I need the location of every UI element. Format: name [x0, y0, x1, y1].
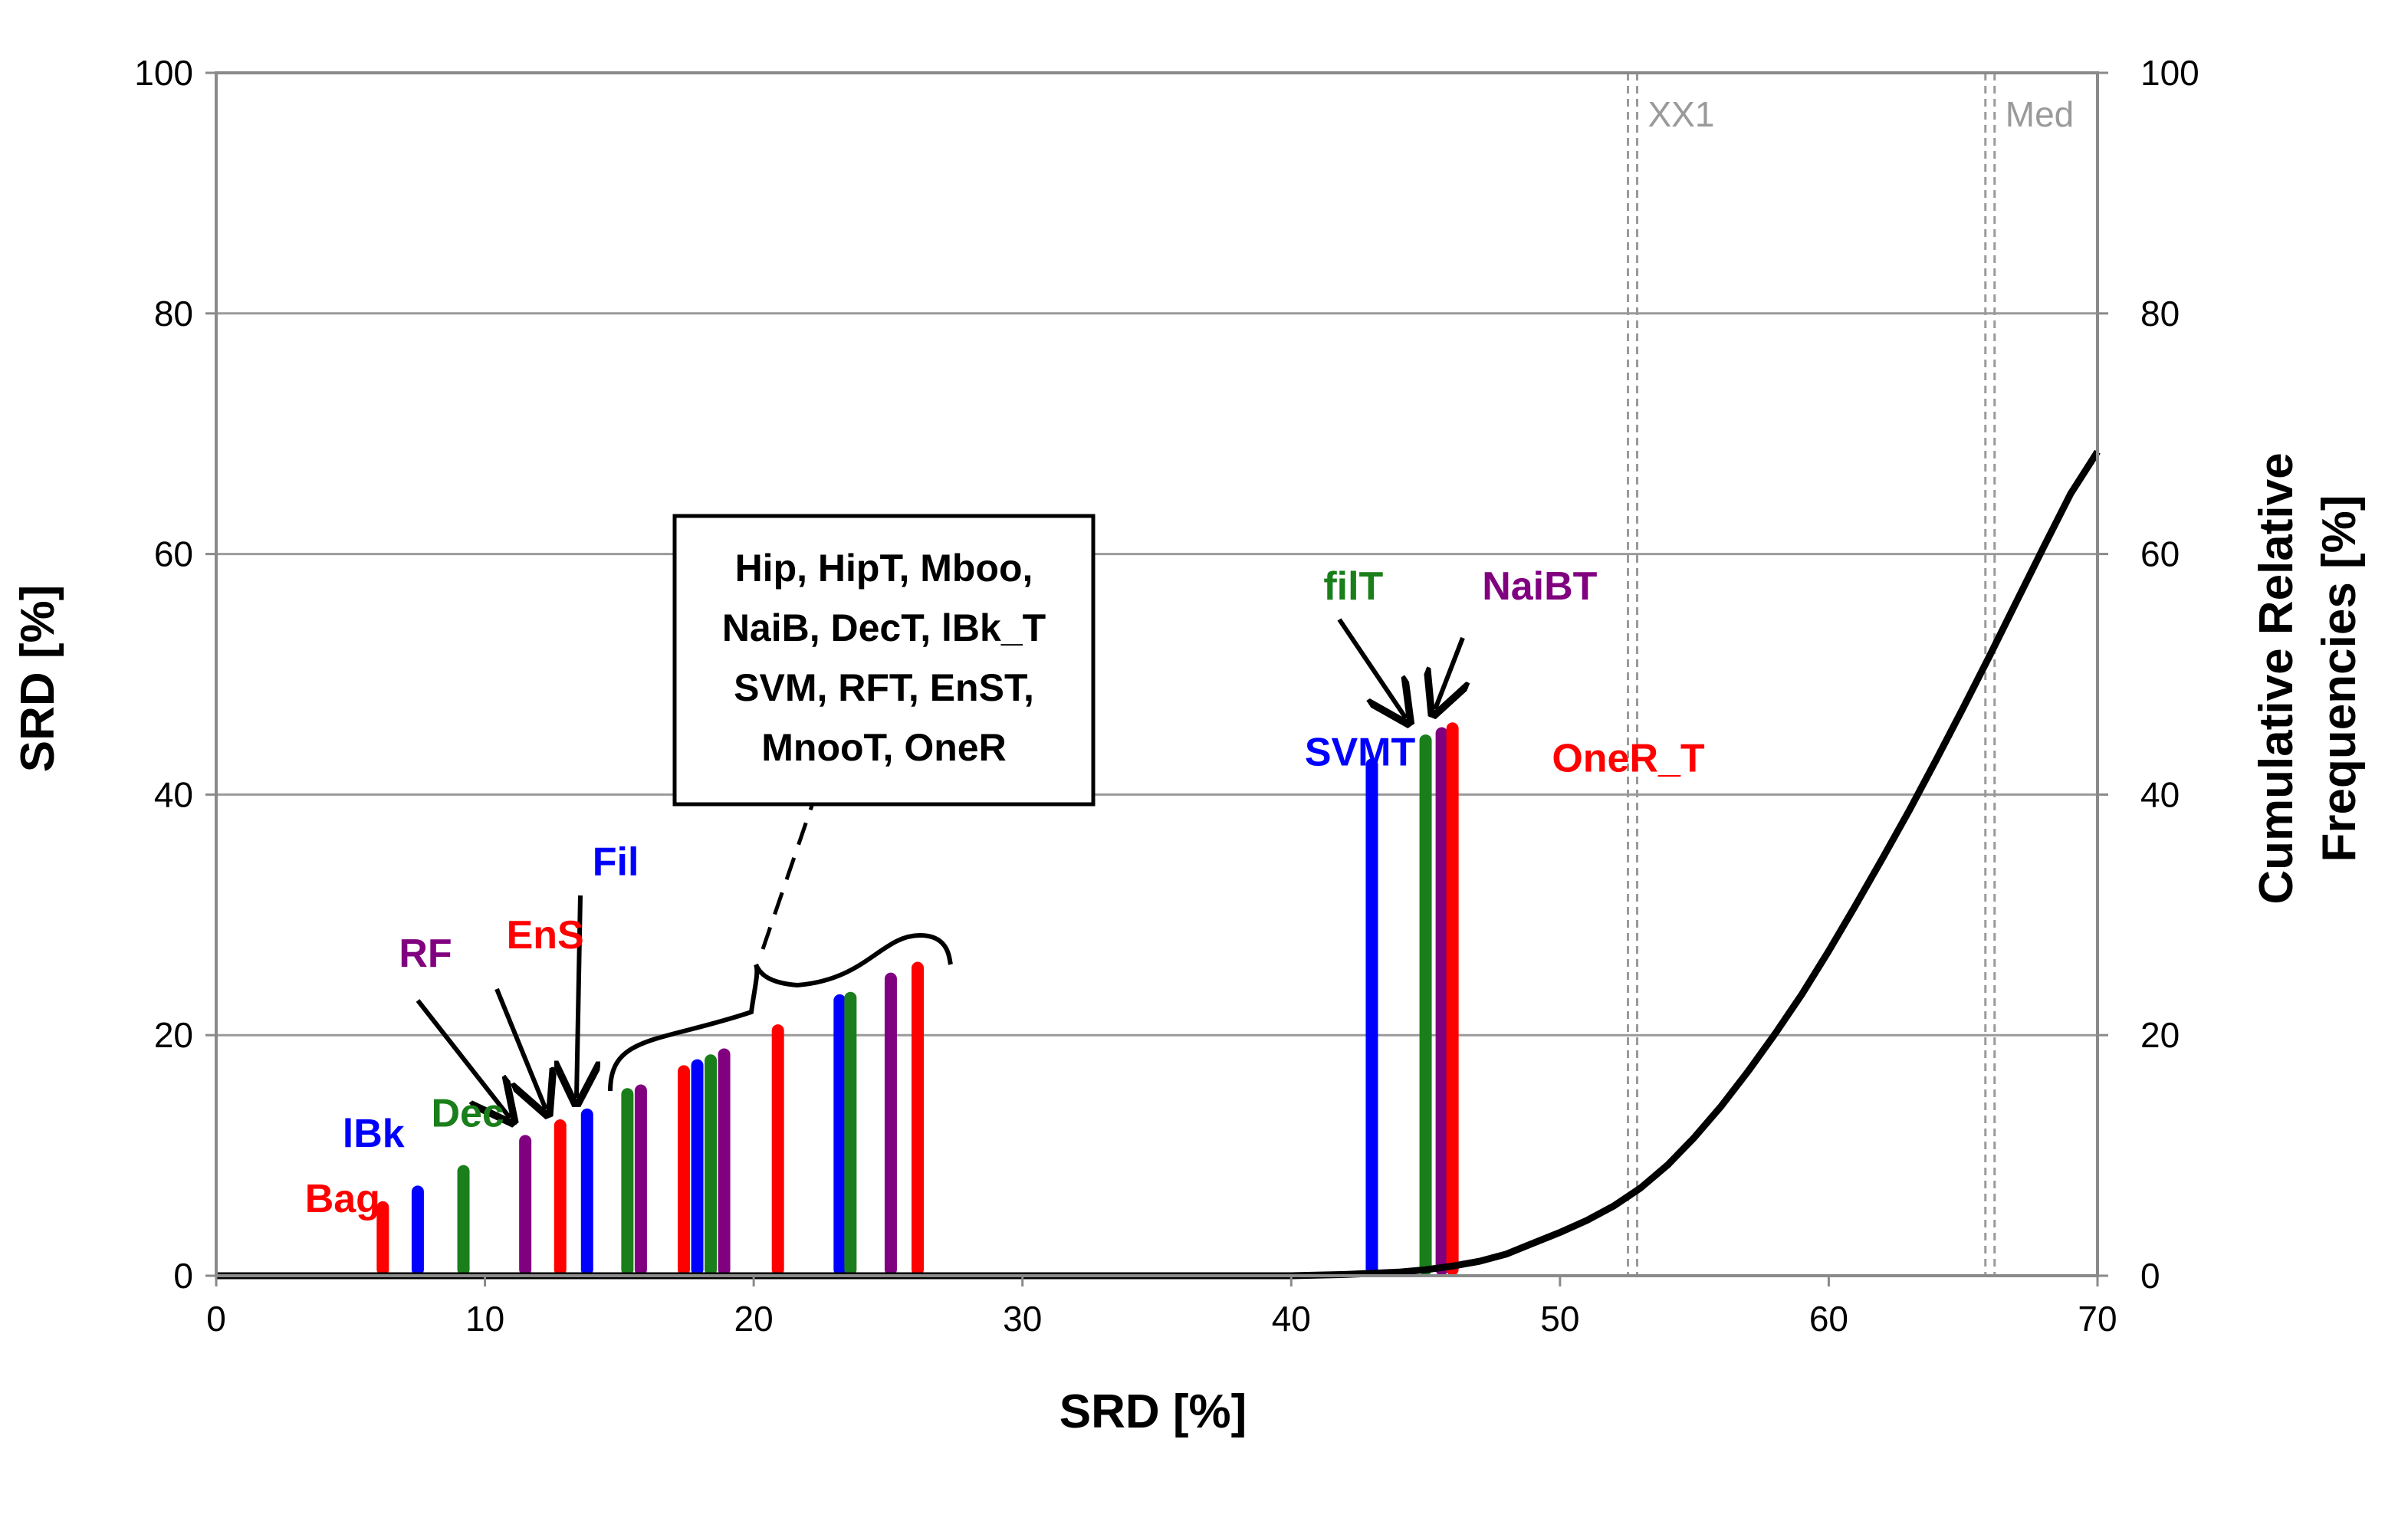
- bar: [1435, 727, 1448, 1276]
- x-tick-label: 70: [2078, 1299, 2117, 1339]
- x-tick-label: 30: [1003, 1299, 1042, 1339]
- bar: [677, 1065, 690, 1276]
- bar: [554, 1119, 567, 1276]
- x-tick-label: 0: [206, 1299, 226, 1339]
- bar-label-dec: Dec: [431, 1091, 504, 1135]
- y2-tick-label: 0: [2140, 1256, 2160, 1296]
- bar: [580, 1108, 593, 1276]
- curly-brace: [608, 932, 953, 1092]
- y2-axis-title-line1: Cumulative Relative: [2250, 452, 2303, 904]
- bar: [519, 1135, 532, 1276]
- bar-label-ens: EnS: [507, 913, 584, 958]
- y-axis-title: SRD [%]: [11, 585, 64, 773]
- y2-tick-label: 40: [2140, 774, 2180, 814]
- x-tick-label: 50: [1540, 1299, 1579, 1339]
- x-tick-label: 40: [1272, 1299, 1311, 1339]
- bar: [884, 972, 897, 1276]
- arrow-ens: [494, 987, 546, 1109]
- y-tick-label: 40: [154, 774, 193, 814]
- x-tick-label: 20: [734, 1299, 774, 1339]
- bar-label-oner-t: OneR_T: [1552, 737, 1705, 781]
- bars: [376, 722, 1459, 1276]
- callout-arrows: [416, 618, 1463, 1118]
- bar: [844, 991, 857, 1276]
- bar: [634, 1084, 647, 1276]
- brace-connector: [761, 798, 816, 950]
- ticks: 0 10 20 30 40 50 60 70 0 20 40 60 80 100 0 20 40 60 80 100: [134, 53, 2199, 1339]
- annotation-line-2: NaiB, DecT, lBk_T: [722, 606, 1046, 649]
- bar-label-lbk: lBk: [343, 1112, 405, 1156]
- plot-frame: [215, 71, 2099, 1277]
- bar: [833, 994, 846, 1276]
- y-tick-label: 20: [154, 1015, 193, 1055]
- bar: [1446, 722, 1459, 1276]
- y2-tick-label: 100: [2140, 53, 2199, 93]
- reference-lines: XX1 Med: [1627, 73, 2074, 1276]
- y-tick-label: 100: [134, 53, 193, 93]
- bar: [705, 1054, 718, 1276]
- bar: [691, 1059, 704, 1276]
- y-tick-label: 80: [154, 294, 193, 334]
- y2-axis-title-line2: Frequencies [%]: [2313, 495, 2366, 863]
- x-tick-label: 10: [465, 1299, 504, 1339]
- y2-tick-label: 60: [2140, 534, 2180, 574]
- bar: [1365, 758, 1378, 1276]
- bar-label-filt: filT: [1323, 564, 1383, 609]
- annotation-line-1: Hip, HipT, Mboo,: [735, 547, 1033, 590]
- arrow-rf: [416, 999, 510, 1118]
- bar-label-bag: Bag: [305, 1177, 380, 1221]
- bar-label-svmt: SVMT: [1305, 731, 1416, 775]
- y2-tick-label: 20: [2140, 1015, 2180, 1055]
- cumulative-curve-group: [216, 449, 2101, 1280]
- x-tick-label: 60: [1809, 1299, 1848, 1339]
- bar: [911, 961, 924, 1276]
- y-tick-label: 0: [173, 1256, 193, 1296]
- bar: [718, 1048, 731, 1276]
- annotation-box: [672, 514, 1096, 807]
- y2-tick-label: 80: [2140, 294, 2180, 334]
- reference-line-label: XX1: [1648, 94, 1715, 134]
- bar: [376, 1201, 389, 1276]
- annotation-line-3: SVM, RFT, EnST,: [734, 666, 1034, 709]
- reference-line-label: Med: [2006, 94, 2074, 134]
- arrow-fil: [577, 895, 580, 1098]
- annotation-line-4: MnooT, OneR: [761, 726, 1006, 769]
- arrow-filt: [1337, 618, 1406, 718]
- cumulative-curve: [216, 449, 2101, 1280]
- bar: [771, 1024, 784, 1276]
- bar-label-rf: RF: [399, 932, 452, 976]
- bar-label-naibt: NaiBT: [1482, 564, 1597, 609]
- bar: [1419, 734, 1432, 1276]
- arrow-naibt: [1435, 636, 1463, 709]
- y-tick-label: 60: [154, 534, 193, 574]
- bar-label-fil: Fil: [593, 840, 639, 885]
- x-axis-title: SRD [%]: [1059, 1385, 1247, 1438]
- bar: [457, 1165, 470, 1276]
- bar: [411, 1185, 424, 1276]
- bar: [621, 1088, 634, 1276]
